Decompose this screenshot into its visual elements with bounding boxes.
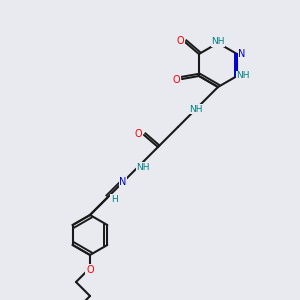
Text: NH: NH xyxy=(136,163,150,172)
Text: O: O xyxy=(176,36,184,46)
Text: NH: NH xyxy=(236,71,250,80)
Text: O: O xyxy=(86,265,94,275)
Text: NH: NH xyxy=(189,104,203,113)
Text: NH: NH xyxy=(211,38,225,46)
Text: O: O xyxy=(134,129,142,139)
Text: H: H xyxy=(111,194,117,203)
Text: N: N xyxy=(238,49,246,59)
Text: N: N xyxy=(119,177,127,187)
Text: O: O xyxy=(172,75,180,85)
